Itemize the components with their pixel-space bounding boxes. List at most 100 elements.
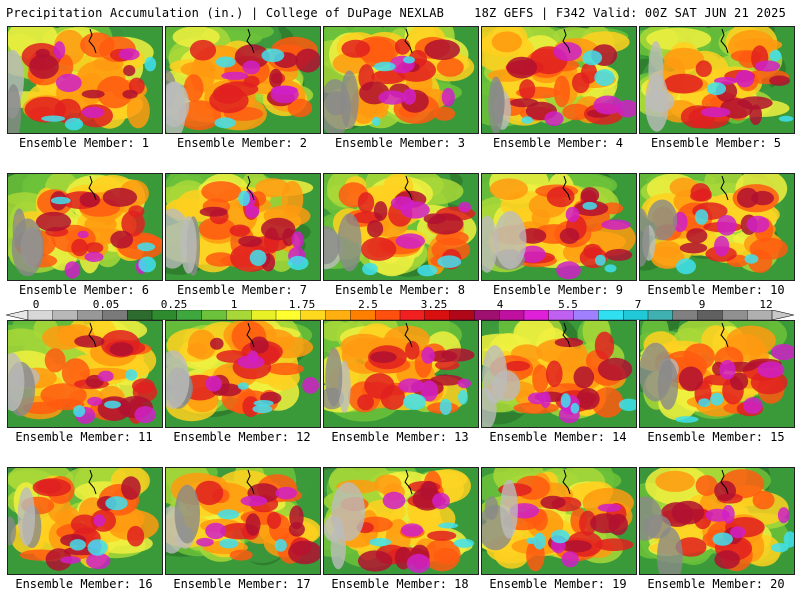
ensemble-map-panel	[7, 320, 163, 428]
precip-contour	[746, 215, 770, 233]
ensemble-map-panel	[481, 173, 637, 281]
precip-contour	[770, 344, 794, 361]
ensemble-map-panel	[639, 320, 795, 428]
colorbar-max-arrow	[771, 310, 794, 320]
ensemble-member-label: Ensemble Member: 6	[18, 283, 150, 297]
precip-contour	[373, 201, 388, 221]
ensemble-member-label: Ensemble Member: 12	[173, 430, 311, 444]
colorbar-strip	[6, 310, 794, 320]
ensemble-map-panel	[323, 173, 479, 281]
run-valid-time: 18Z GEFS | F342 Valid: 00Z SAT JUN 21 20…	[474, 6, 786, 20]
precip-contour	[417, 264, 438, 277]
precip-contour	[229, 224, 251, 237]
dry-area-contour	[180, 216, 197, 274]
precip-contour	[646, 27, 712, 51]
precip-contour	[362, 262, 378, 276]
precip-contour	[583, 243, 602, 259]
colorbar-swatch	[350, 310, 376, 320]
ensemble-member-label: Ensemble Member: 20	[647, 577, 785, 591]
precip-contour	[432, 492, 450, 510]
precip-contour	[291, 231, 304, 249]
precip-contour	[40, 383, 87, 408]
precip-contour	[134, 406, 156, 424]
dry-area-contour	[657, 527, 683, 574]
precip-contour	[367, 220, 384, 238]
precip-contour	[249, 336, 269, 354]
colorbar-swatch	[424, 310, 451, 320]
ensemble-map-panel	[481, 320, 637, 428]
precip-contour	[676, 258, 696, 275]
ensemble-member-label: Ensemble Member: 18	[331, 577, 469, 591]
precip-contour	[690, 191, 712, 202]
colorbar-swatch	[226, 310, 252, 320]
ensemble-map-panel	[7, 26, 163, 134]
precip-contour	[240, 495, 268, 507]
precip-contour	[714, 480, 736, 502]
precip-contour	[519, 79, 536, 100]
precip-contour	[546, 186, 575, 208]
precip-contour	[743, 397, 763, 414]
precip-contour	[121, 210, 145, 237]
ensemble-member-label: Ensemble Member: 8	[334, 283, 466, 297]
precip-contour	[368, 538, 392, 547]
precip-contour	[675, 416, 699, 423]
ensemble-member-label: Ensemble Member: 5	[650, 136, 782, 150]
precip-contour	[594, 331, 615, 360]
precip-contour	[526, 537, 536, 545]
colorbar-swatch	[52, 310, 79, 320]
dry-area-contour	[482, 215, 498, 273]
precip-contour	[84, 251, 104, 262]
precip-contour	[437, 255, 462, 268]
precip-contour	[125, 369, 138, 381]
precip-contour	[395, 233, 425, 249]
coastline-outline	[404, 322, 413, 348]
precip-contour	[570, 402, 580, 414]
precip-contour	[427, 530, 457, 541]
ensemble-map-panel	[639, 173, 795, 281]
colorbar-swatch	[300, 310, 327, 320]
precip-contour	[714, 77, 738, 85]
precip-contour	[378, 90, 407, 105]
ensemble-member-label: Ensemble Member: 16	[15, 577, 153, 591]
precip-contour	[261, 217, 296, 241]
precip-contour	[221, 71, 249, 80]
colorbar-tick-label: 0	[32, 298, 40, 311]
coastline-outline	[404, 28, 413, 54]
dry-area-contour	[325, 347, 343, 407]
precip-field-map	[640, 468, 794, 574]
precip-contour	[420, 380, 439, 402]
precip-field-map	[482, 468, 636, 574]
dry-area-contour	[166, 350, 190, 409]
ensemble-member-label: Ensemble Member: 2	[176, 136, 308, 150]
colorbar-swatch	[449, 310, 475, 320]
ensemble-map-panel	[323, 26, 479, 134]
precip-contour	[214, 117, 236, 129]
precip-contour	[127, 525, 145, 547]
precip-contour	[104, 400, 121, 409]
precip-contour	[253, 400, 274, 407]
coastline-outline	[246, 28, 255, 54]
dry-area-contour	[482, 345, 508, 404]
precip-field-map	[640, 27, 794, 133]
precip-contour	[249, 249, 267, 266]
precip-contour	[560, 393, 571, 408]
dry-area-contour	[494, 211, 527, 269]
precip-contour	[722, 505, 735, 524]
coastline-outline	[88, 175, 97, 201]
colorbar-swatch	[126, 310, 153, 320]
precip-contour	[737, 96, 773, 110]
precip-contour	[540, 391, 551, 408]
precip-contour	[710, 392, 724, 406]
colorbar-tick-label: 9	[698, 298, 706, 311]
precip-contour	[195, 480, 224, 506]
precip-contour	[81, 89, 105, 99]
precip-contour	[428, 350, 458, 363]
precip-contour	[712, 532, 733, 546]
precip-contour	[595, 538, 634, 551]
colorbar-min-arrow	[6, 310, 29, 320]
precip-contour	[98, 370, 114, 382]
precip-contour	[716, 215, 737, 236]
precip-contour	[229, 549, 253, 561]
precip-contour	[118, 48, 140, 61]
precip-contour	[593, 95, 623, 115]
